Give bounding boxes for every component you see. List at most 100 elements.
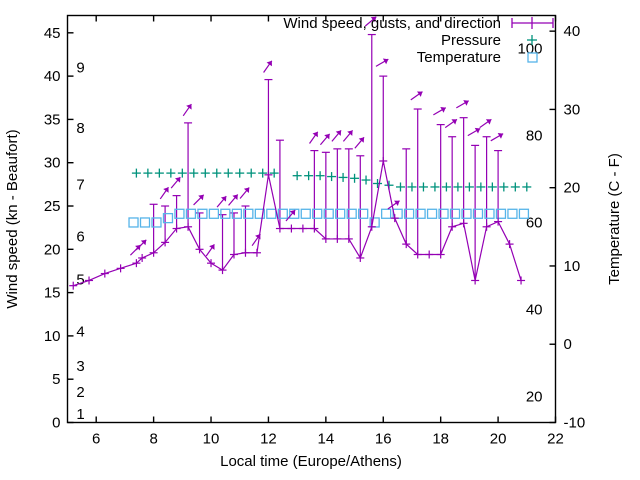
temperature-marker bbox=[472, 208, 484, 219]
temperature-marker bbox=[403, 208, 415, 219]
temperature-marker bbox=[300, 208, 311, 219]
wind-direction-arrow bbox=[364, 16, 377, 27]
x-tick-label: 6 bbox=[92, 431, 100, 448]
wind-direction-arrow bbox=[239, 187, 250, 199]
x-tick-label: 8 bbox=[149, 431, 157, 448]
wind-direction-arrow bbox=[479, 118, 492, 129]
beaufort-label: 7 bbox=[76, 176, 84, 193]
y-tick-label-kn: 45 bbox=[44, 25, 61, 42]
beaufort-scale-labels: 1 2 3 4 5 6 7 8 9 bbox=[76, 59, 84, 422]
temperature-marker bbox=[162, 212, 174, 224]
y-axis-left-title: Wind speed (kn - Beaufort) bbox=[4, 129, 21, 308]
wind-direction-arrow bbox=[170, 176, 181, 189]
wind-direction-arrow bbox=[342, 129, 354, 142]
wind-direction-arrow bbox=[490, 133, 504, 142]
temperature-marker bbox=[174, 208, 185, 219]
temperature-marker bbox=[323, 208, 334, 219]
wind-direction-arrow bbox=[331, 129, 342, 142]
temperature-marker bbox=[139, 217, 151, 228]
chart-legend: Wind speed, gusts, and direction Pressur… bbox=[283, 15, 554, 66]
wind-direction-arrow bbox=[193, 194, 205, 206]
beaufort-label: 3 bbox=[76, 358, 84, 375]
legend-label-wind: Wind speed, gusts, and direction bbox=[283, 15, 501, 32]
y-tick-label-kn: 10 bbox=[44, 328, 61, 345]
beaufort-label: 1 bbox=[76, 406, 84, 423]
wind-direction-arrow bbox=[387, 200, 400, 210]
y-tick-label-celsius: -10 bbox=[564, 415, 586, 432]
legend-swatch-pressure bbox=[527, 35, 537, 45]
wind-direction-arrow bbox=[216, 195, 227, 208]
y-tick-label-kn: 0 bbox=[52, 415, 60, 432]
x-tick-label: 20 bbox=[490, 431, 507, 448]
beaufort-label: 8 bbox=[76, 120, 84, 137]
gust-error-bars bbox=[149, 33, 503, 281]
y-tick-label-celsius: 20 bbox=[564, 180, 581, 197]
y-tick-label-celsius: 30 bbox=[564, 101, 581, 118]
wind-direction-arrow bbox=[309, 131, 319, 144]
wind-direction-arrow bbox=[251, 233, 261, 247]
wind-direction-arrow bbox=[159, 186, 169, 200]
x-tick-label: 16 bbox=[375, 431, 392, 448]
temperature-marker bbox=[449, 208, 461, 219]
wind-direction-arrow bbox=[135, 239, 147, 251]
fahrenheit-label: 80 bbox=[526, 128, 543, 145]
wind-direction-arrow bbox=[354, 136, 365, 149]
legend-label-pressure: Pressure bbox=[441, 32, 501, 49]
fahrenheit-label: 60 bbox=[526, 214, 543, 231]
wind-direction-arrow bbox=[444, 118, 458, 129]
y-tick-label-kn: 30 bbox=[44, 155, 61, 172]
temperature-marker bbox=[185, 208, 197, 219]
legend-label-temperature: Temperature bbox=[417, 49, 501, 66]
temperature-marker bbox=[346, 208, 357, 219]
x-axis-title: Local time (Europe/Athens) bbox=[220, 453, 402, 470]
y-tick-label-celsius: 40 bbox=[564, 23, 581, 40]
temperature-marker bbox=[128, 217, 139, 228]
wind-direction-arrow bbox=[205, 244, 215, 257]
temperature-marker bbox=[151, 217, 162, 228]
temperature-markers bbox=[128, 208, 530, 228]
beaufort-label: 2 bbox=[76, 384, 84, 401]
fahrenheit-label: 20 bbox=[526, 388, 543, 405]
wind-direction-arrow bbox=[456, 100, 470, 109]
wind-direction-arrow bbox=[467, 127, 481, 137]
temperature-marker bbox=[507, 208, 518, 219]
temperature-marker bbox=[231, 208, 243, 219]
y-tick-label-kn: 5 bbox=[52, 371, 60, 388]
y-tick-label-kn: 25 bbox=[44, 198, 61, 215]
y-tick-label-kn: 15 bbox=[44, 285, 61, 302]
x-tick-label: 18 bbox=[432, 431, 449, 448]
temperature-marker bbox=[243, 208, 254, 219]
wind-direction-arrow bbox=[319, 133, 331, 146]
temperature-marker bbox=[312, 208, 323, 219]
temperature-marker bbox=[335, 208, 346, 219]
beaufort-label: 5 bbox=[76, 272, 84, 289]
legend-swatch-wind bbox=[511, 17, 554, 29]
temperature-marker bbox=[358, 208, 369, 219]
beaufort-label: 6 bbox=[76, 228, 84, 245]
temperature-marker bbox=[518, 208, 530, 219]
y-tick-label-celsius: 0 bbox=[564, 336, 572, 353]
wind-direction-arrows bbox=[129, 16, 504, 257]
wind-direction-arrow bbox=[263, 60, 273, 73]
temperature-marker bbox=[289, 208, 300, 219]
x-tick-label: 12 bbox=[260, 431, 277, 448]
x-tick-label: 14 bbox=[318, 431, 335, 448]
legend-swatch-temperature bbox=[527, 52, 538, 63]
y-axis-right-title: Temperature (C - F) bbox=[606, 153, 623, 285]
wind-direction-arrow bbox=[375, 58, 389, 67]
y-tick-label-celsius: 10 bbox=[564, 258, 581, 275]
temperature-marker bbox=[208, 208, 220, 219]
wind-direction-arrow bbox=[182, 103, 192, 117]
fahrenheit-label: 100 bbox=[517, 41, 542, 58]
pressure-markers bbox=[131, 168, 532, 192]
temperature-marker bbox=[277, 208, 288, 219]
y-tick-label-kn: 40 bbox=[44, 68, 61, 85]
wind-direction-arrow bbox=[410, 91, 423, 101]
temperature-marker bbox=[254, 208, 265, 219]
temperature-marker bbox=[197, 208, 208, 219]
wind-direction-arrow bbox=[228, 194, 239, 206]
plot-frame bbox=[66, 14, 557, 424]
temperature-marker bbox=[266, 208, 277, 219]
